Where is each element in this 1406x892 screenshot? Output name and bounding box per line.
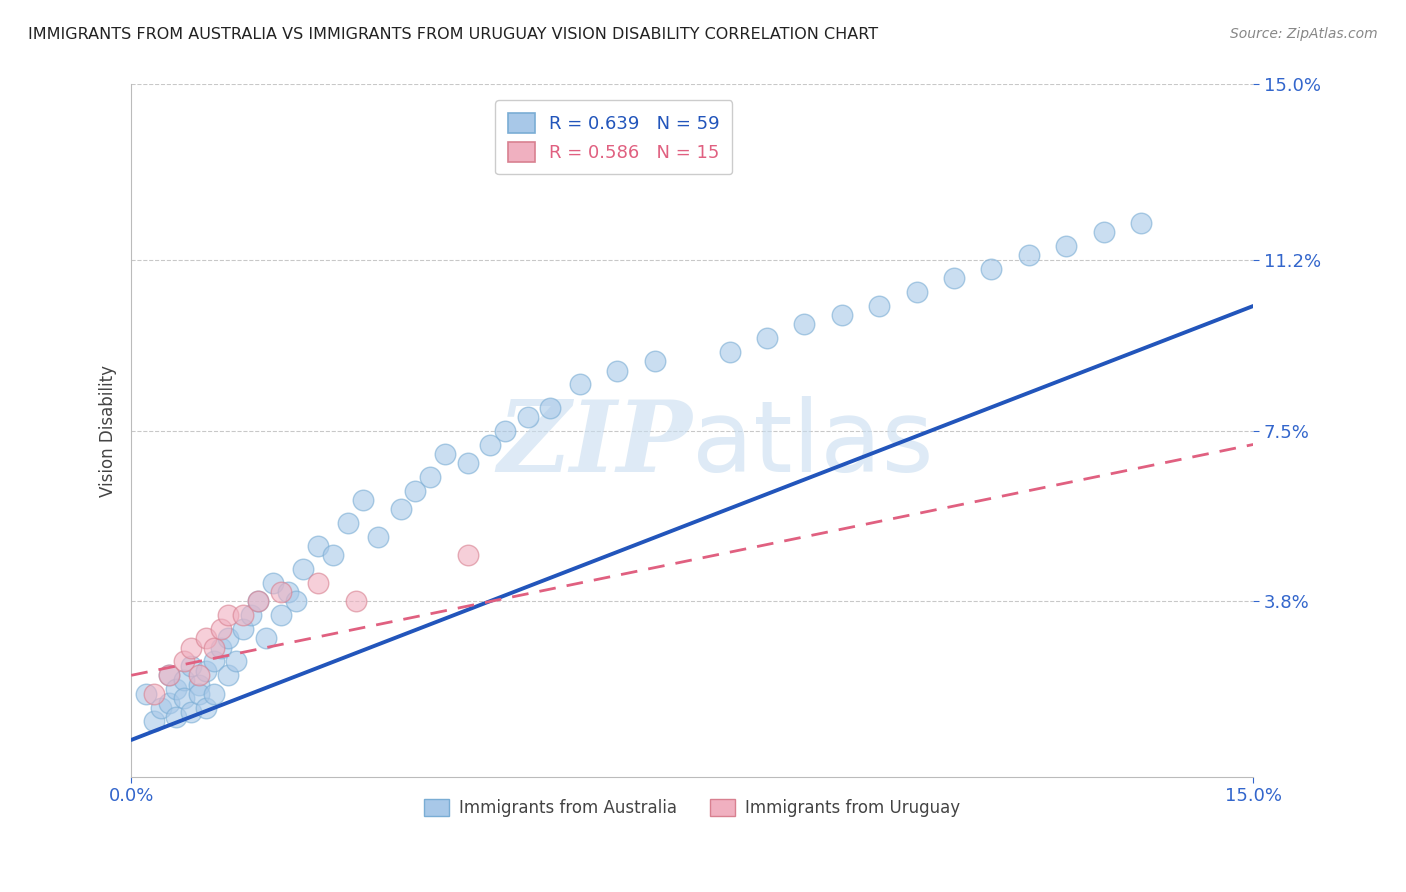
Point <box>202 640 225 655</box>
Point <box>538 401 561 415</box>
Point <box>142 714 165 729</box>
Point <box>218 632 240 646</box>
Point <box>270 585 292 599</box>
Point <box>1018 248 1040 262</box>
Text: ZIP: ZIP <box>498 396 692 492</box>
Point <box>157 668 180 682</box>
Point <box>277 585 299 599</box>
Point <box>209 622 232 636</box>
Point <box>1129 216 1152 230</box>
Point <box>195 664 218 678</box>
Point <box>980 262 1002 277</box>
Point <box>905 285 928 300</box>
Text: IMMIGRANTS FROM AUSTRALIA VS IMMIGRANTS FROM URUGUAY VISION DISABILITY CORRELATI: IMMIGRANTS FROM AUSTRALIA VS IMMIGRANTS … <box>28 27 879 42</box>
Point <box>389 502 412 516</box>
Point <box>292 562 315 576</box>
Point <box>831 308 853 322</box>
Point <box>434 447 457 461</box>
Point <box>195 700 218 714</box>
Point <box>1054 239 1077 253</box>
Point <box>165 710 187 724</box>
Point <box>173 655 195 669</box>
Point <box>218 608 240 623</box>
Point <box>180 659 202 673</box>
Y-axis label: Vision Disability: Vision Disability <box>100 365 117 497</box>
Point <box>868 299 890 313</box>
Point <box>187 687 209 701</box>
Point <box>756 331 779 345</box>
Point <box>247 594 270 608</box>
Point <box>195 632 218 646</box>
Point <box>344 594 367 608</box>
Point <box>218 668 240 682</box>
Point <box>943 271 966 285</box>
Point <box>180 705 202 719</box>
Point <box>352 492 374 507</box>
Point <box>239 608 262 623</box>
Point <box>419 470 441 484</box>
Point <box>157 668 180 682</box>
Point <box>494 424 516 438</box>
Point <box>142 687 165 701</box>
Point <box>322 549 344 563</box>
Point <box>307 539 329 553</box>
Point <box>247 594 270 608</box>
Point <box>1092 225 1115 239</box>
Point <box>254 632 277 646</box>
Point <box>135 687 157 701</box>
Point <box>225 655 247 669</box>
Point <box>404 483 426 498</box>
Point <box>606 364 628 378</box>
Point <box>262 576 284 591</box>
Point <box>516 409 538 424</box>
Point <box>157 696 180 710</box>
Point <box>793 318 815 332</box>
Point <box>173 691 195 706</box>
Point <box>187 677 209 691</box>
Point <box>165 682 187 697</box>
Point <box>202 687 225 701</box>
Text: Source: ZipAtlas.com: Source: ZipAtlas.com <box>1230 27 1378 41</box>
Text: atlas: atlas <box>692 396 934 493</box>
Point <box>718 345 741 359</box>
Point <box>367 530 389 544</box>
Point <box>644 354 666 368</box>
Point <box>187 668 209 682</box>
Point <box>569 377 592 392</box>
Point <box>457 456 479 470</box>
Point <box>457 549 479 563</box>
Point <box>232 622 254 636</box>
Point <box>150 700 173 714</box>
Point <box>180 640 202 655</box>
Point <box>479 437 502 451</box>
Point <box>337 516 360 530</box>
Point <box>209 640 232 655</box>
Point <box>284 594 307 608</box>
Point <box>270 608 292 623</box>
Point <box>232 608 254 623</box>
Point <box>202 655 225 669</box>
Point <box>173 673 195 687</box>
Point <box>307 576 329 591</box>
Legend: Immigrants from Australia, Immigrants from Uruguay: Immigrants from Australia, Immigrants fr… <box>418 792 967 824</box>
